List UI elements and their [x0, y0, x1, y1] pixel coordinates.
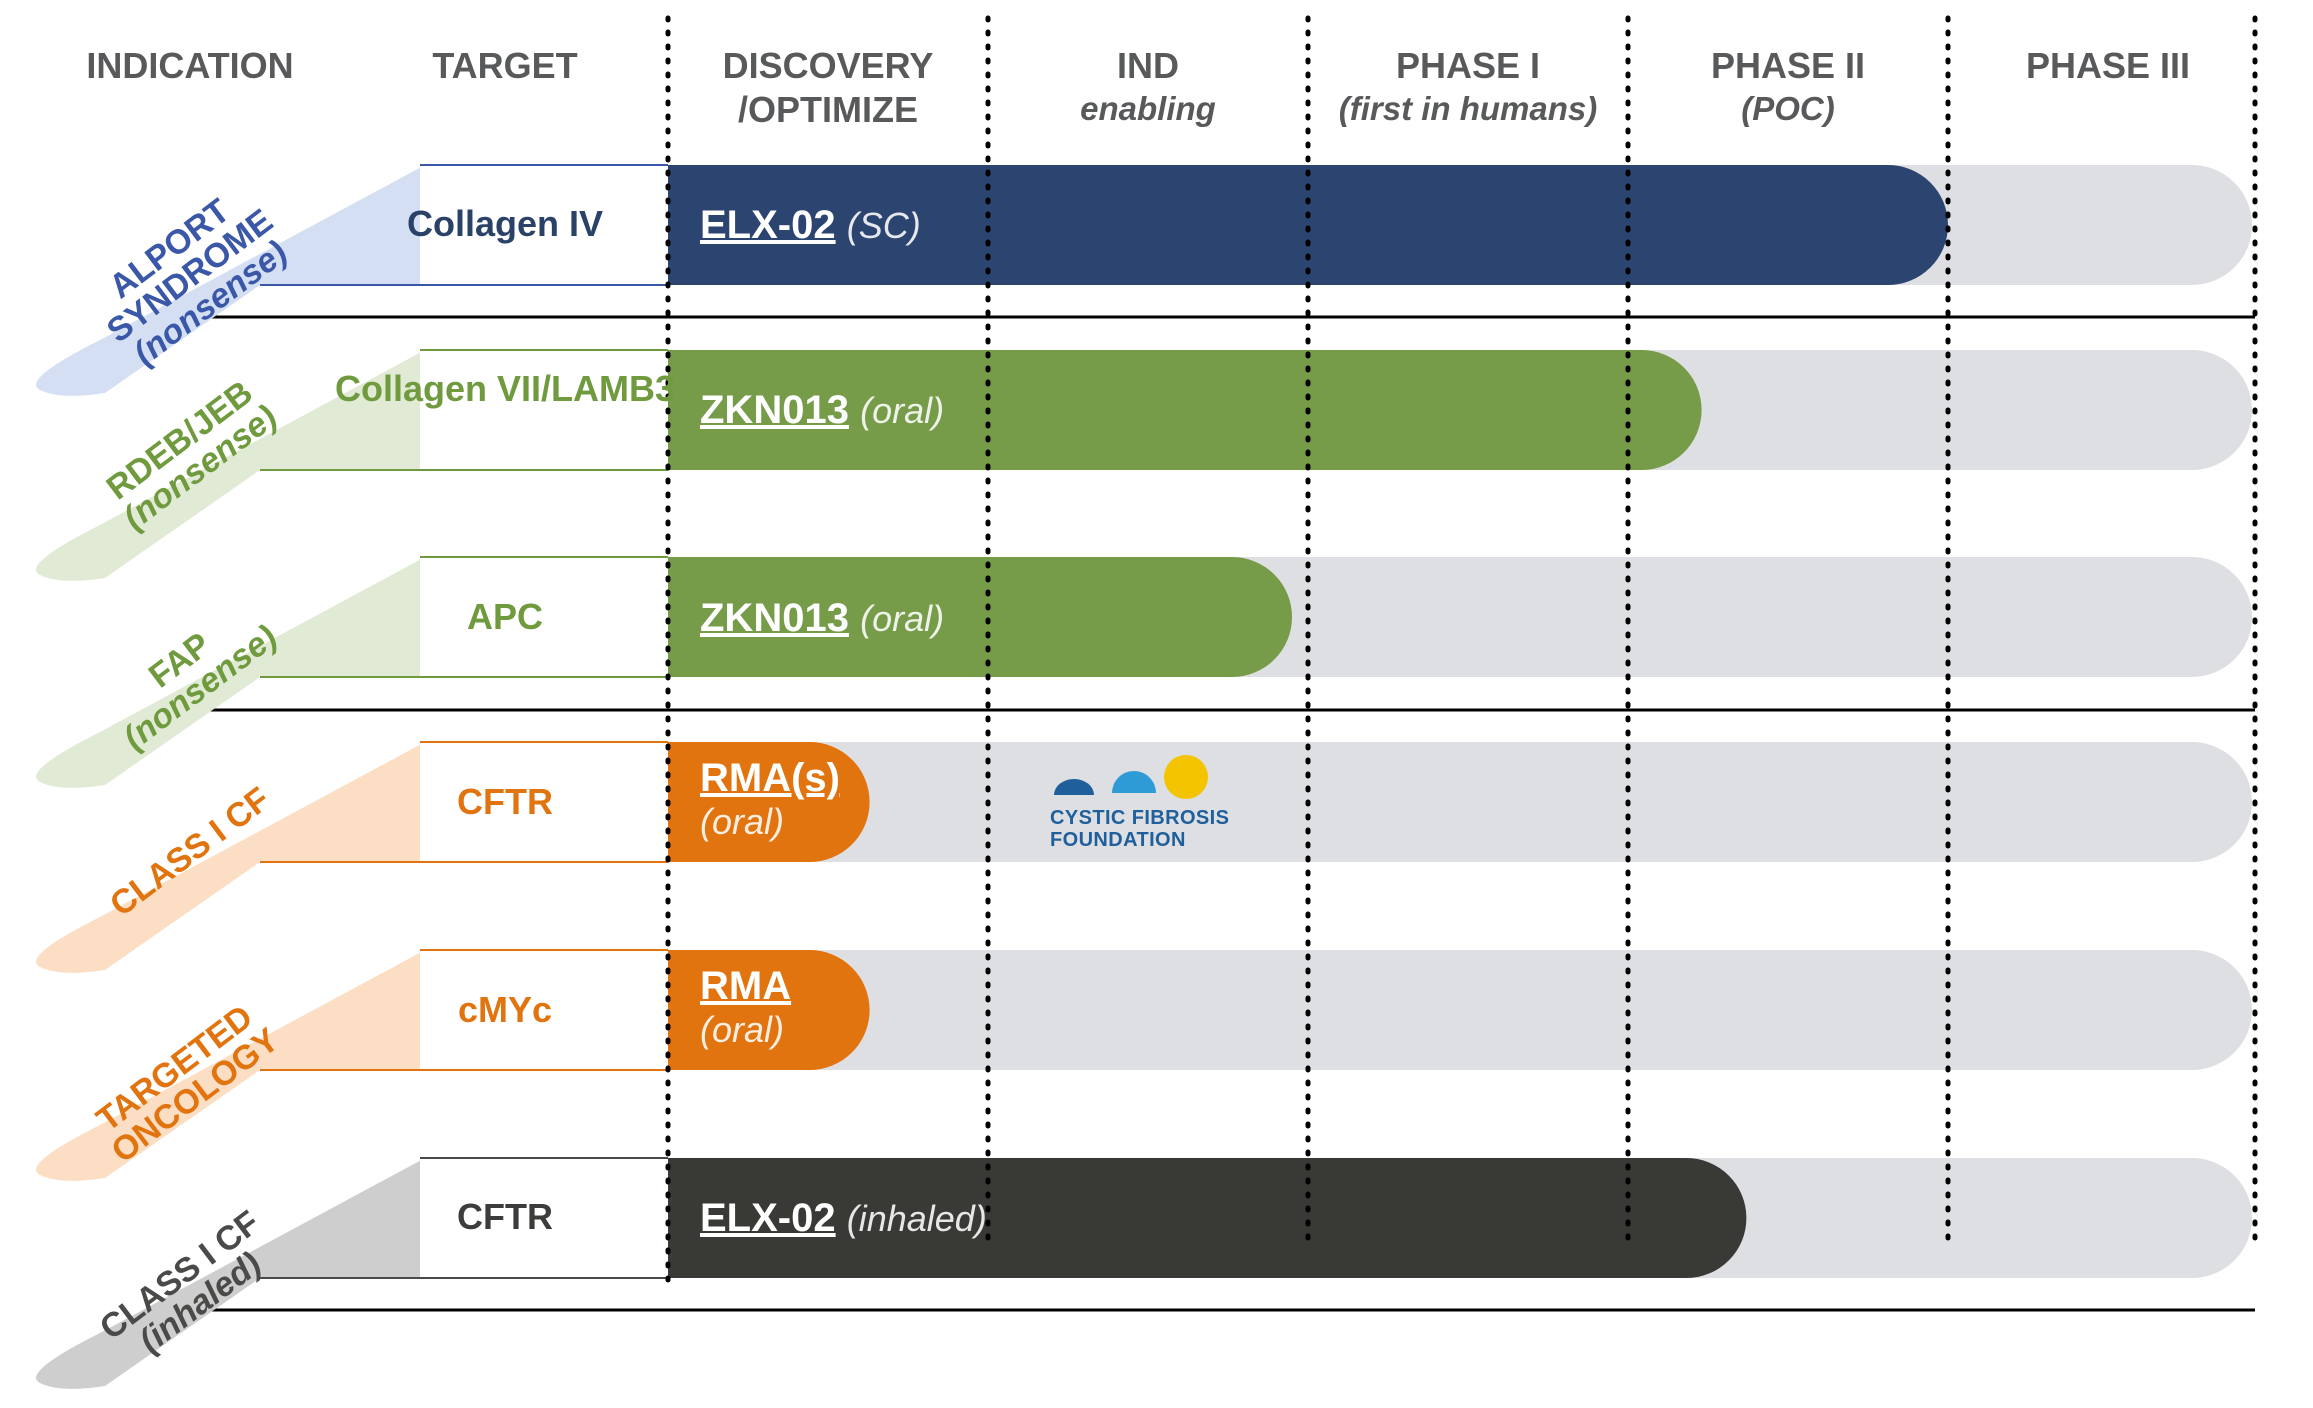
header-target: TARGET [432, 45, 578, 86]
track-background [668, 950, 2252, 1070]
indication-tab [36, 557, 425, 788]
indication-tab [36, 950, 425, 1181]
bar-label: RMA (oral) [700, 964, 792, 1050]
progress-bar [668, 742, 870, 862]
target-box [420, 1158, 668, 1278]
target-label: cMYc [457, 989, 553, 1030]
header-phase-1: PHASE I (first in humans) [1338, 45, 1598, 127]
cystic-fibrosis-foundation-logo: CYSTIC FIBROSIS FOUNDATION [1050, 755, 1229, 855]
drug-name[interactable]: RMA [700, 964, 792, 1008]
header-phase-3: PHASE III [2025, 45, 2191, 86]
header-phase-ind: IND enabling [1080, 45, 1216, 127]
bar-label: ELX-02 (SC) [700, 203, 921, 247]
progress-bar [668, 1158, 1747, 1278]
progress-bar [668, 350, 1702, 471]
drug-name[interactable]: ELX-02 [700, 1196, 836, 1240]
header-indication: INDICATION [86, 45, 294, 86]
target-box [420, 950, 668, 1070]
target-box [420, 557, 668, 677]
track-background [668, 742, 2252, 862]
header-phase-2: PHASE II (POC) [1710, 45, 1866, 127]
progress-bar [668, 950, 870, 1070]
target-label: CFTR [457, 1196, 553, 1237]
drug-name[interactable]: RMA(s) [700, 756, 840, 800]
drug-name[interactable]: ELX-02 [700, 203, 836, 247]
logo-icon [1054, 755, 1208, 799]
target-box [420, 350, 668, 470]
target-label: CFTR [457, 781, 553, 822]
bar-label: RMA(s) (oral) [700, 756, 840, 842]
indication-tab [36, 742, 425, 973]
indication-tab [36, 1158, 425, 1389]
bar-label: ZKN013 (oral) [700, 388, 945, 432]
bar-label: ELX-02 (inhaled) [700, 1196, 987, 1240]
header-phase-discovery: DISCOVERY /OPTIMIZE [722, 45, 934, 130]
indication-tab [36, 165, 425, 396]
bar-label: ZKN013 (oral) [700, 596, 945, 640]
target-box [420, 742, 668, 862]
progress-bar [668, 557, 1292, 677]
target-label: Collagen IV [406, 203, 604, 244]
drug-name[interactable]: ZKN013 [700, 388, 849, 432]
target-label: Collagen VII/LAMB3 [334, 368, 676, 409]
target-label: APC [466, 596, 543, 637]
drug-name[interactable]: ZKN013 [700, 596, 849, 640]
target-box [420, 165, 668, 285]
indication-tab [36, 350, 425, 581]
